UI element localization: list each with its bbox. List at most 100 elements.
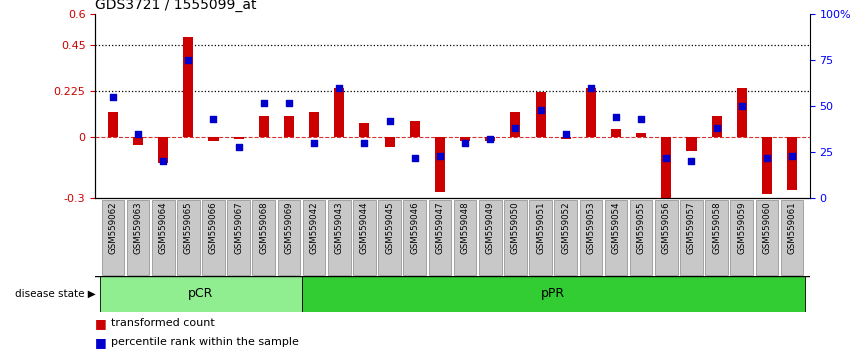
Text: GSM559051: GSM559051: [536, 201, 545, 254]
Point: [710, 125, 724, 131]
Bar: [101, 200, 124, 275]
Text: GSM559043: GSM559043: [335, 201, 344, 254]
Point: [584, 85, 598, 91]
Point: [131, 131, 145, 137]
Bar: [228, 200, 250, 275]
Point: [383, 118, 397, 124]
Bar: [504, 200, 527, 275]
Bar: [756, 200, 779, 275]
Point: [408, 155, 422, 161]
Text: GSM559054: GSM559054: [611, 201, 621, 254]
Bar: [301, 276, 805, 312]
Text: GSM559055: GSM559055: [637, 201, 646, 254]
Bar: [781, 200, 804, 275]
Bar: [510, 112, 520, 137]
Point: [156, 159, 170, 164]
Bar: [655, 200, 677, 275]
Point: [232, 144, 246, 149]
Point: [483, 137, 497, 142]
Bar: [353, 200, 376, 275]
Bar: [737, 88, 746, 137]
Point: [684, 159, 698, 164]
Point: [634, 116, 648, 122]
Text: GSM559047: GSM559047: [436, 201, 444, 254]
Bar: [133, 137, 143, 145]
Text: disease state ▶: disease state ▶: [15, 289, 95, 299]
Bar: [234, 137, 243, 139]
Bar: [611, 129, 621, 137]
Text: GSM559053: GSM559053: [586, 201, 595, 254]
Bar: [209, 137, 218, 141]
Point: [433, 153, 447, 159]
Text: GSM559052: GSM559052: [561, 201, 570, 254]
Point: [508, 125, 522, 131]
Bar: [554, 200, 577, 275]
Bar: [253, 200, 275, 275]
Text: GSM559066: GSM559066: [209, 201, 218, 254]
Point: [735, 103, 749, 109]
Text: GSM559048: GSM559048: [461, 201, 469, 254]
Text: GSM559046: GSM559046: [410, 201, 419, 254]
Bar: [284, 116, 294, 137]
Bar: [680, 200, 703, 275]
Text: GSM559061: GSM559061: [787, 201, 797, 254]
Bar: [560, 137, 571, 139]
Bar: [637, 133, 646, 137]
Point: [609, 114, 623, 120]
Bar: [404, 200, 426, 275]
Bar: [202, 200, 225, 275]
Bar: [730, 200, 753, 275]
Point: [559, 131, 572, 137]
Bar: [762, 137, 772, 194]
Bar: [535, 92, 546, 137]
Bar: [359, 122, 370, 137]
Text: GDS3721 / 1555099_at: GDS3721 / 1555099_at: [95, 0, 256, 12]
Bar: [100, 276, 301, 312]
Bar: [126, 200, 149, 275]
Text: ■: ■: [95, 336, 111, 349]
Text: GSM559064: GSM559064: [158, 201, 168, 254]
Point: [533, 107, 547, 113]
Point: [207, 116, 221, 122]
Bar: [152, 200, 175, 275]
Bar: [385, 137, 395, 147]
Bar: [309, 112, 320, 137]
Bar: [435, 137, 445, 192]
Point: [181, 57, 195, 63]
Bar: [630, 200, 652, 275]
Text: GSM559060: GSM559060: [762, 201, 772, 254]
Bar: [410, 120, 420, 137]
Text: pCR: pCR: [188, 287, 214, 300]
Point: [307, 140, 321, 146]
Point: [257, 100, 271, 105]
Text: GSM559044: GSM559044: [360, 201, 369, 254]
Bar: [485, 137, 495, 141]
Bar: [278, 200, 301, 275]
Bar: [454, 200, 476, 275]
Bar: [158, 137, 168, 164]
Text: GSM559058: GSM559058: [712, 201, 721, 254]
Point: [358, 140, 372, 146]
Text: ■: ■: [95, 317, 111, 330]
Point: [282, 100, 296, 105]
Point: [106, 94, 120, 100]
Text: GSM559042: GSM559042: [310, 201, 319, 254]
Text: GSM559056: GSM559056: [662, 201, 671, 254]
Text: GSM559059: GSM559059: [737, 201, 746, 254]
Point: [760, 155, 774, 161]
Point: [333, 85, 346, 91]
Text: GSM559067: GSM559067: [234, 201, 243, 254]
Bar: [579, 200, 602, 275]
Text: pPR: pPR: [541, 287, 565, 300]
Text: transformed count: transformed count: [111, 318, 215, 329]
Bar: [184, 37, 193, 137]
Bar: [303, 200, 326, 275]
Bar: [378, 200, 401, 275]
Text: GSM559069: GSM559069: [284, 201, 294, 254]
Text: GSM559062: GSM559062: [108, 201, 118, 254]
Bar: [705, 200, 728, 275]
Bar: [177, 200, 200, 275]
Bar: [334, 88, 345, 137]
Bar: [429, 200, 451, 275]
Text: GSM559045: GSM559045: [385, 201, 394, 254]
